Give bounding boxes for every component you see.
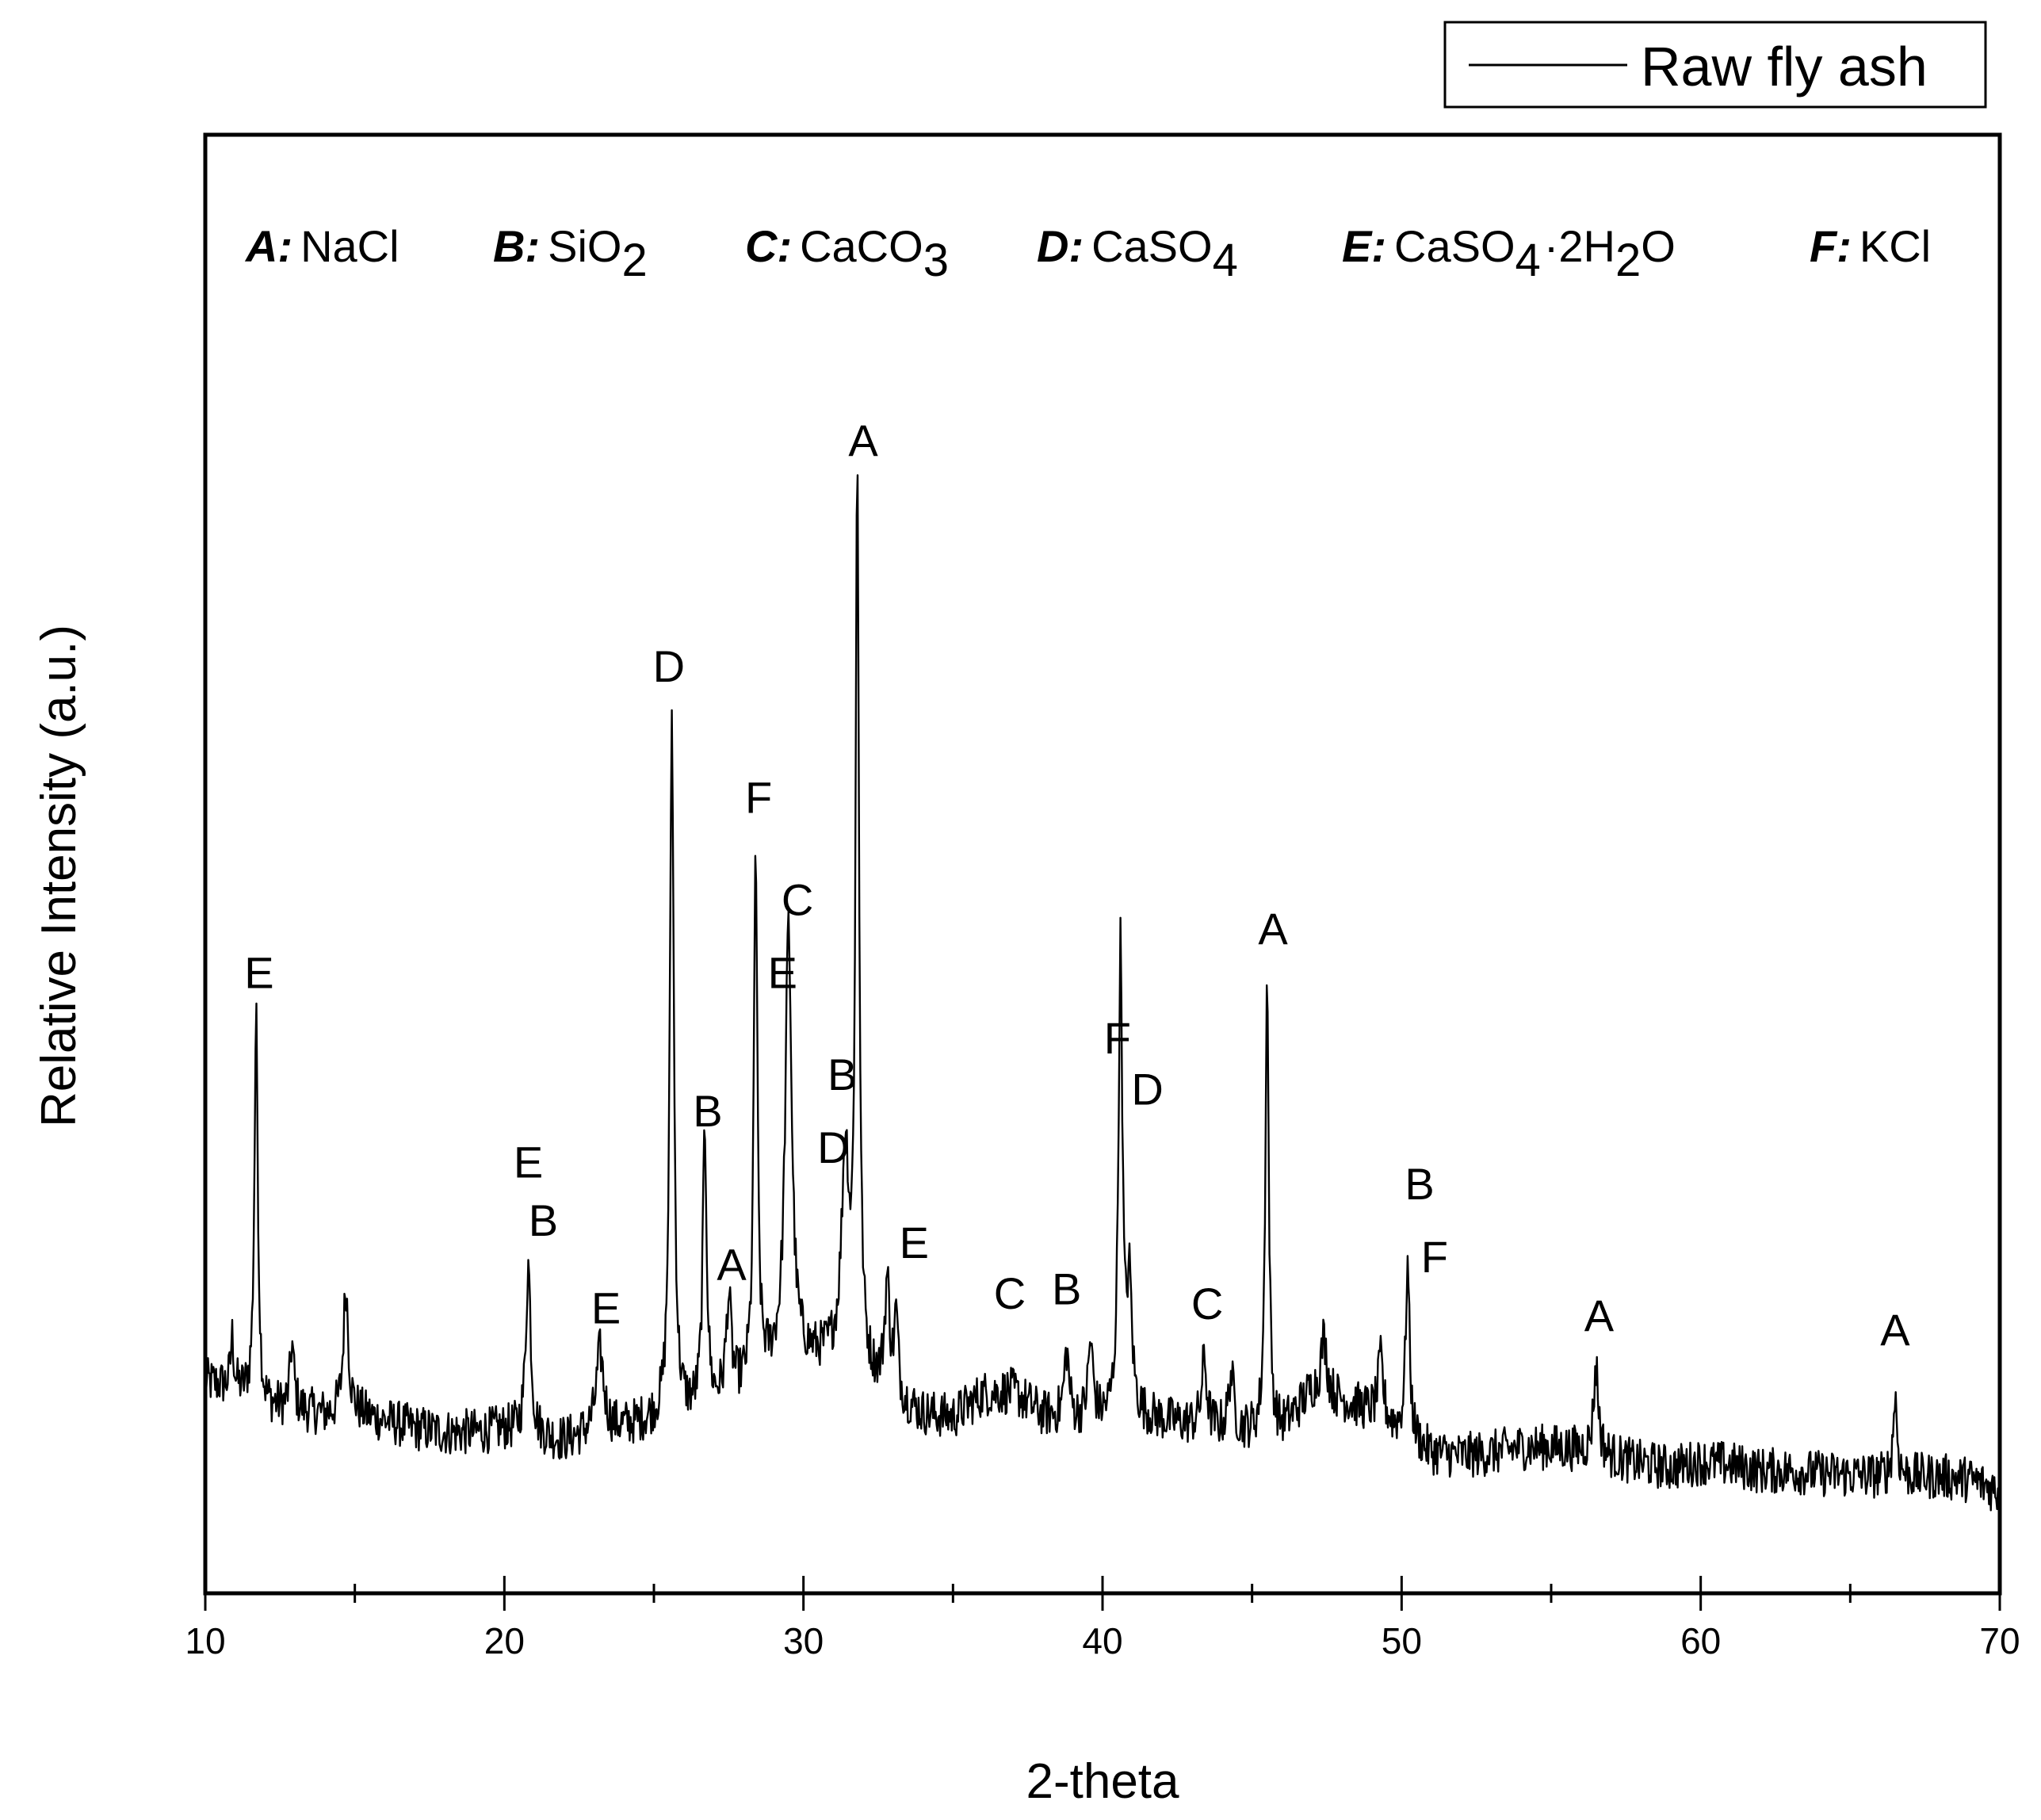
peak-label-e-0: E (244, 947, 273, 997)
peak-label-e-1: E (514, 1138, 543, 1187)
x-tick-label-70: 70 (1979, 1620, 2020, 1661)
x-tick-label-60: 60 (1680, 1620, 1721, 1661)
peak-label-d-4: D (653, 641, 685, 691)
peak-label-b-15: B (1052, 1264, 1081, 1314)
y-axis-title: Relative Intensity (a.u.) (32, 625, 86, 1127)
legend-label: Raw fly ash (1641, 36, 1928, 98)
peak-label-b-20: B (1405, 1159, 1434, 1209)
peak-label-f-7: F (745, 773, 772, 823)
phase-key: A: NaCl B: SiO2 C: CaCO3 D: CaSO4 E: CaSO4·2H2O F:… (244, 221, 1931, 286)
peak-label-e-3: E (591, 1283, 621, 1333)
series-line-raw-fly-ash (204, 474, 2001, 1512)
peak-label-a-19: A (1258, 904, 1288, 954)
phase-key-a: A: NaCl (244, 221, 399, 271)
peak-label-d-17: D (1131, 1065, 1163, 1115)
peak-label-e-13: E (900, 1218, 929, 1268)
peak-label-b-10: B (827, 1050, 857, 1099)
phase-key-c: C: CaCO3 (745, 221, 949, 286)
peak-label-b-2: B (529, 1195, 558, 1245)
peak-label-c-18: C (1191, 1279, 1223, 1329)
peak-label-f-21: F (1421, 1232, 1448, 1282)
phase-key-b: B: SiO2 (493, 221, 648, 286)
peak-label-c-14: C (994, 1268, 1026, 1318)
peak-label-a-23: A (1880, 1305, 1910, 1355)
peak-label-f-16: F (1104, 1013, 1131, 1063)
legend: Raw fly ash (1443, 21, 1987, 109)
peak-label-a-12: A (848, 415, 878, 465)
x-tick-label-20: 20 (484, 1620, 525, 1661)
peak-label-e-9: E (768, 947, 797, 997)
phase-key-d: D: CaSO4 (1037, 221, 1238, 286)
x-tick-label-10: 10 (185, 1620, 225, 1661)
phase-key-f: F: KCl (1810, 221, 1931, 271)
peak-label-a-22: A (1584, 1290, 1615, 1340)
peak-label-d-11: D (817, 1122, 849, 1172)
peak-label-c-8: C (782, 874, 813, 924)
x-axis-title: 2-theta (1026, 1754, 1179, 1809)
peak-label-b-5: B (693, 1086, 722, 1136)
x-axis: 10 20 30 40 50 60 70 (185, 1576, 2020, 1661)
x-tick-label-40: 40 (1082, 1620, 1122, 1661)
x-tick-label-30: 30 (783, 1620, 824, 1661)
phase-key-e: E: CaSO4·2H2O (1342, 221, 1676, 286)
peak-label-a-6: A (717, 1239, 747, 1289)
x-tick-label-50: 50 (1382, 1620, 1422, 1661)
plot-frame (203, 132, 2002, 1596)
